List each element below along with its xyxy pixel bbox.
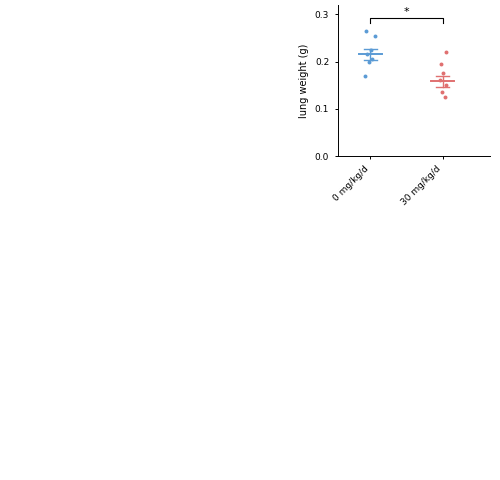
Point — [438, 88, 446, 96]
Point — [436, 60, 444, 68]
Point — [364, 58, 372, 65]
Point — [364, 50, 372, 58]
Y-axis label: lung weight (g): lung weight (g) — [299, 43, 309, 118]
Point — [361, 72, 369, 80]
Text: *: * — [404, 7, 409, 17]
Point — [441, 93, 449, 101]
Point — [442, 81, 450, 89]
Point — [442, 48, 450, 56]
Point — [362, 27, 370, 35]
Point — [368, 55, 376, 63]
Point — [436, 76, 444, 84]
Point — [367, 46, 375, 54]
Point — [370, 32, 378, 39]
Point — [439, 70, 447, 77]
